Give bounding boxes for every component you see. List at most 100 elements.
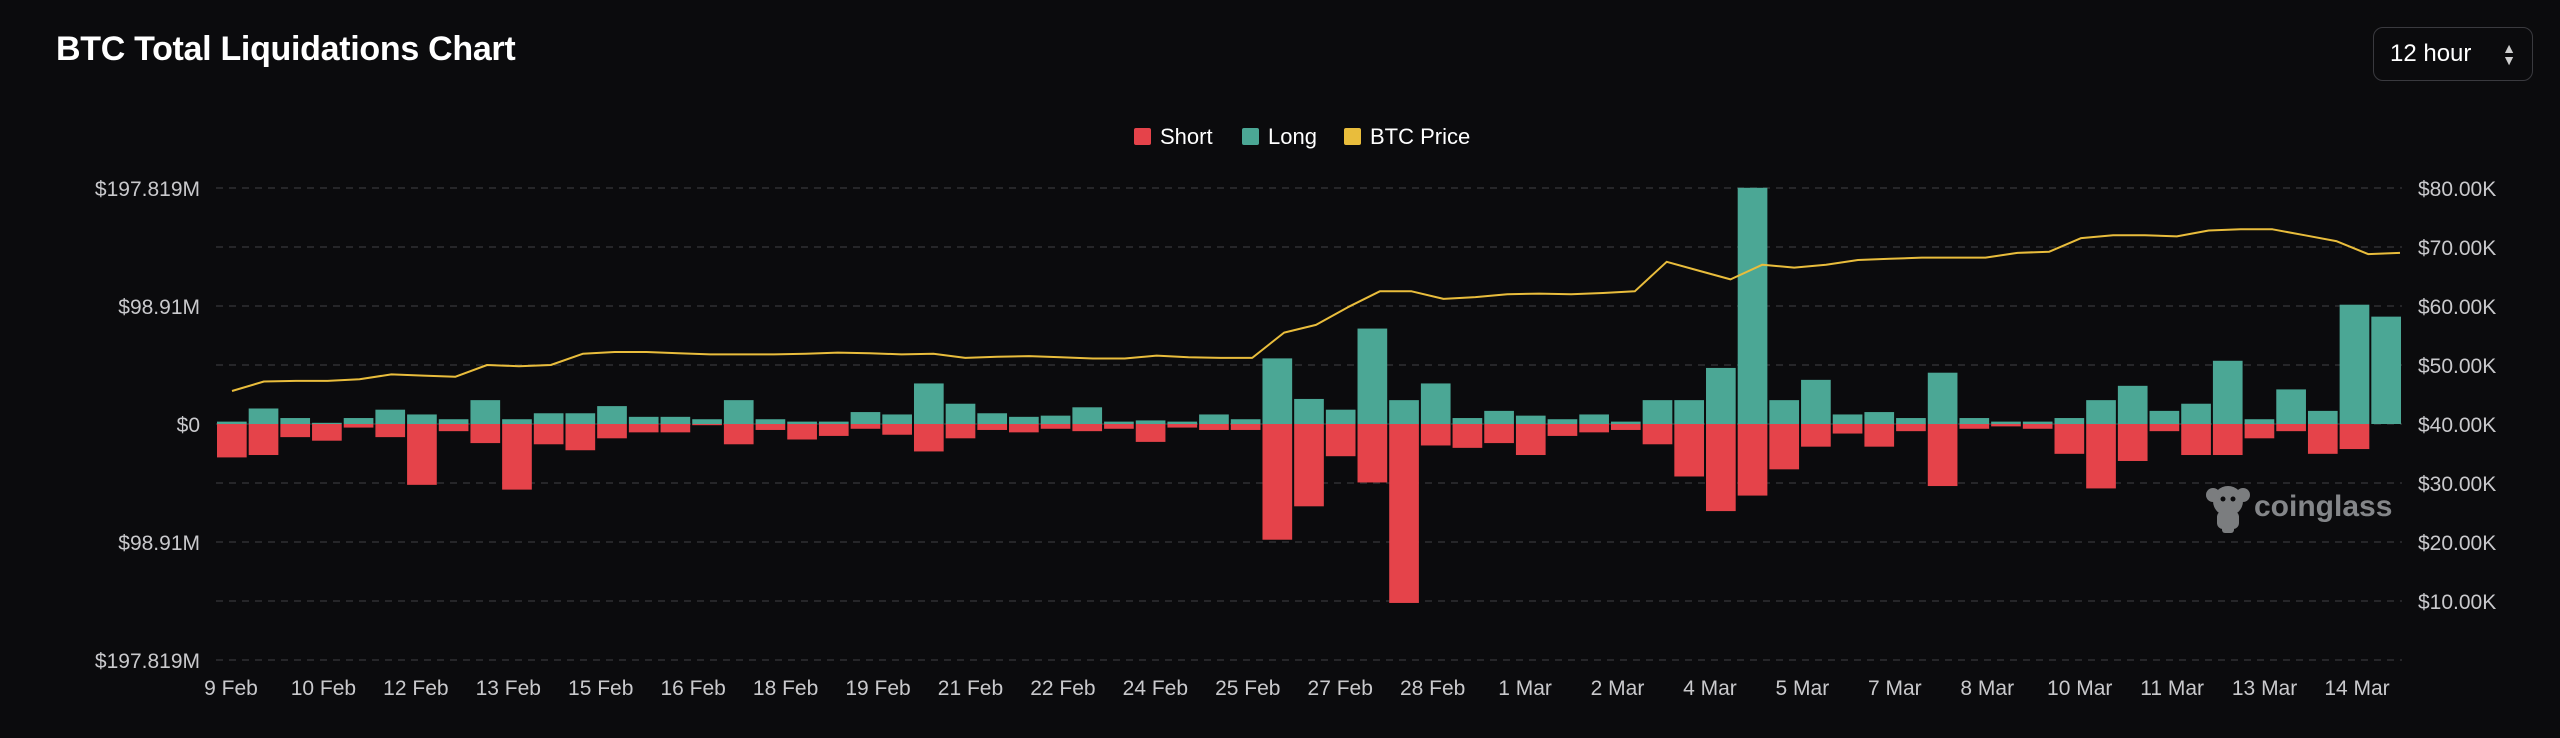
long-bar[interactable] <box>533 413 564 424</box>
short-bar[interactable] <box>2212 424 2243 456</box>
short-bar[interactable] <box>217 424 247 458</box>
long-bar[interactable] <box>818 421 849 424</box>
short-bar[interactable] <box>723 424 754 445</box>
short-bar[interactable] <box>312 424 342 441</box>
short-bar[interactable] <box>2181 424 2211 456</box>
legend-item-btc-price[interactable]: BTC Price <box>1344 124 1470 149</box>
short-bar[interactable] <box>502 424 532 490</box>
long-bar[interactable] <box>2244 419 2275 424</box>
long-bar[interactable] <box>2339 304 2370 424</box>
short-bar[interactable] <box>375 424 406 438</box>
long-bar[interactable] <box>1484 410 1514 424</box>
long-bar[interactable] <box>2117 385 2148 424</box>
short-bar[interactable] <box>1262 424 1293 540</box>
long-bar[interactable] <box>343 418 374 424</box>
short-bar[interactable] <box>1167 424 1198 428</box>
short-bar[interactable] <box>1864 424 1895 447</box>
long-bar[interactable] <box>2181 403 2211 424</box>
short-bar[interactable] <box>1104 424 1134 429</box>
long-bar[interactable] <box>1737 187 1768 424</box>
long-bar[interactable] <box>1072 407 1103 424</box>
long-bar[interactable] <box>1991 421 2021 424</box>
legend-item-long[interactable]: Long <box>1242 124 1317 149</box>
long-bar[interactable] <box>1009 416 1039 424</box>
short-bar[interactable] <box>660 424 691 433</box>
long-bar[interactable] <box>1896 418 1926 424</box>
long-bar[interactable] <box>565 413 596 424</box>
short-bar[interactable] <box>2276 424 2306 432</box>
short-bar[interactable] <box>1452 424 1483 448</box>
short-bar[interactable] <box>565 424 596 451</box>
long-bar[interactable] <box>1040 415 1071 424</box>
short-bar[interactable] <box>1769 424 1800 470</box>
short-bar[interactable] <box>1674 424 1705 477</box>
long-bar[interactable] <box>1325 409 1356 424</box>
long-bar[interactable] <box>692 419 722 424</box>
long-bar[interactable] <box>1642 400 1673 424</box>
long-bar[interactable] <box>2022 421 2053 424</box>
short-bar[interactable] <box>850 424 881 429</box>
long-bar[interactable] <box>1452 418 1483 424</box>
short-bar[interactable] <box>628 424 659 433</box>
short-bar[interactable] <box>1357 424 1388 483</box>
short-bar[interactable] <box>2244 424 2275 439</box>
short-bar[interactable] <box>692 424 722 426</box>
short-bar[interactable] <box>913 424 944 452</box>
short-bar[interactable] <box>438 424 469 432</box>
short-bar[interactable] <box>1009 424 1039 433</box>
long-bar[interactable] <box>977 413 1008 424</box>
short-bar[interactable] <box>280 424 311 438</box>
long-bar[interactable] <box>723 400 754 424</box>
short-bar[interactable] <box>2054 424 2085 454</box>
long-bar[interactable] <box>280 418 311 424</box>
long-bar[interactable] <box>1959 418 1990 424</box>
long-bar[interactable] <box>1230 419 1261 424</box>
long-bar[interactable] <box>2054 418 2085 424</box>
short-bar[interactable] <box>1801 424 1831 447</box>
short-bar[interactable] <box>2149 424 2180 432</box>
short-bar[interactable] <box>2086 424 2116 489</box>
long-bar[interactable] <box>628 416 659 424</box>
long-bar[interactable] <box>407 414 437 424</box>
short-bar[interactable] <box>1389 424 1419 603</box>
long-bar[interactable] <box>2212 360 2243 424</box>
short-bar[interactable] <box>1294 424 1324 507</box>
long-bar[interactable] <box>1294 398 1324 424</box>
long-bar[interactable] <box>248 408 279 424</box>
long-bar[interactable] <box>312 422 342 424</box>
long-bar[interactable] <box>1262 358 1293 424</box>
short-bar[interactable] <box>2022 424 2053 429</box>
long-bar[interactable] <box>1199 414 1229 424</box>
long-bar[interactable] <box>1706 367 1736 424</box>
short-bar[interactable] <box>1642 424 1673 445</box>
long-bar[interactable] <box>1167 421 1198 424</box>
long-bar[interactable] <box>1832 414 1863 424</box>
short-bar[interactable] <box>597 424 627 439</box>
long-bar[interactable] <box>1927 372 1958 424</box>
long-bar[interactable] <box>1420 383 1451 424</box>
short-bar[interactable] <box>818 424 849 436</box>
short-bar[interactable] <box>787 424 817 440</box>
long-bar[interactable] <box>597 406 627 424</box>
long-bar[interactable] <box>2086 400 2116 424</box>
short-bar[interactable] <box>1199 424 1229 430</box>
long-bar[interactable] <box>945 403 976 424</box>
long-bar[interactable] <box>2149 410 2180 424</box>
btc-price-line[interactable] <box>231 228 2401 392</box>
short-bar[interactable] <box>1832 424 1863 434</box>
short-bar[interactable] <box>1579 424 1609 433</box>
short-bar[interactable] <box>1706 424 1736 512</box>
long-bar[interactable] <box>1801 379 1831 424</box>
long-bar[interactable] <box>1104 421 1134 424</box>
long-bar[interactable] <box>2276 389 2306 424</box>
long-bar[interactable] <box>1515 415 1546 424</box>
short-bar[interactable] <box>1610 424 1641 430</box>
short-bar[interactable] <box>1515 424 1546 456</box>
long-bar[interactable] <box>882 414 912 424</box>
short-bar[interactable] <box>1135 424 1166 442</box>
chart-legend[interactable]: Short Long BTC Price <box>1134 124 1470 149</box>
short-bar[interactable] <box>1325 424 1356 457</box>
short-bar[interactable] <box>2307 424 2338 454</box>
short-bar[interactable] <box>1737 424 1768 496</box>
short-bar[interactable] <box>248 424 279 456</box>
